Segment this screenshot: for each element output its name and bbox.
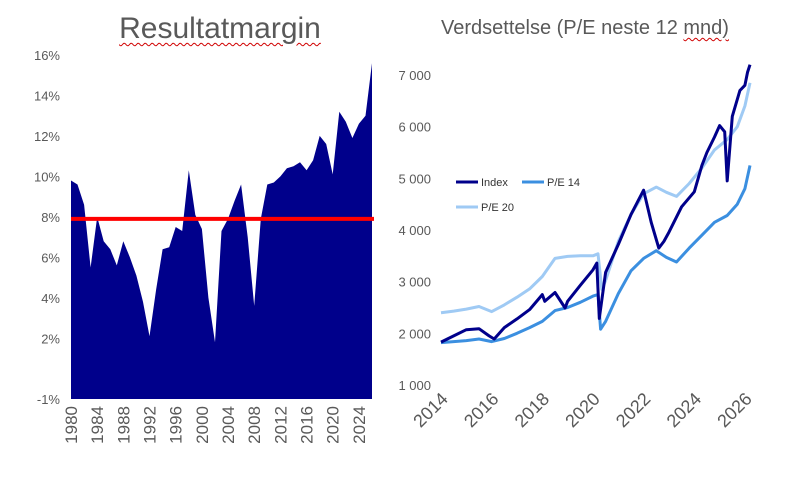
x-tick-label-valuation: 2020: [561, 389, 603, 431]
x-tick-label-valuation: 2018: [511, 389, 553, 431]
series-line-p-e-20: [440, 82, 752, 315]
y-tick-label-margin: 14%: [34, 88, 60, 103]
x-tick-label-margin: 1980: [62, 406, 81, 444]
y-tick-label-margin: 16%: [34, 48, 60, 63]
x-tick-label-margin: 2012: [271, 406, 290, 444]
x-tick-label-valuation: 2026: [713, 389, 755, 431]
y-tick-label-margin: 8%: [41, 210, 60, 225]
x-tick-label-margin: 2008: [245, 406, 264, 444]
x-tick-label-margin: 2024: [350, 406, 369, 444]
y-tick-label-margin: 10%: [34, 169, 60, 184]
x-tick-label-margin: 1996: [167, 406, 186, 444]
x-tick-label-margin: 1992: [141, 406, 160, 444]
chart-title-margin: Resultatmargin: [119, 12, 321, 45]
series-line-index: [440, 64, 752, 344]
y-tick-label-valuation: 3 000: [398, 275, 431, 290]
x-tick-label-margin: 1988: [114, 406, 133, 444]
y-tick-label-valuation: 5 000: [398, 171, 431, 186]
y-tick-label-valuation: 4 000: [398, 223, 431, 238]
y-tick-label-margin: 4%: [41, 291, 60, 306]
legend-label-p-e-14: P/E 14: [547, 177, 580, 189]
x-tick-label-margin: 2016: [298, 406, 317, 444]
x-tick-label-margin: 2004: [219, 406, 238, 444]
x-tick-label-valuation: 2022: [612, 389, 654, 431]
series-line-p-e-14: [440, 165, 752, 345]
legend-label-index: Index: [481, 177, 508, 189]
y-tick-label-margin: 2%: [41, 331, 60, 346]
valuation-title-text: Verdsettelse (P/E neste 12 mnd): [441, 17, 729, 39]
x-tick-label-margin: 2020: [324, 406, 343, 444]
y-tick-label-valuation: 6 000: [398, 120, 431, 135]
y-tick-label-margin: 6%: [41, 250, 60, 265]
x-tick-label-margin: 2000: [193, 406, 212, 444]
x-tick-label-margin: 1984: [88, 406, 107, 444]
x-tick-label-valuation: 2014: [409, 389, 451, 431]
y-tick-label-margin: 12%: [34, 129, 60, 144]
margin-area-series: [71, 63, 372, 399]
y-tick-label-margin: -1%: [37, 392, 61, 407]
y-tick-label-valuation: 1 000: [398, 378, 431, 393]
legend-label-p-e-20: P/E 20: [481, 202, 514, 214]
x-tick-label-valuation: 2016: [460, 389, 502, 431]
y-tick-label-valuation: 7 000: [398, 68, 431, 83]
y-tick-label-valuation: 2 000: [398, 326, 431, 341]
x-tick-label-valuation: 2024: [663, 389, 705, 431]
chart-title-valuation: Verdsettelse (P/E neste 12 mnd): [430, 16, 740, 40]
